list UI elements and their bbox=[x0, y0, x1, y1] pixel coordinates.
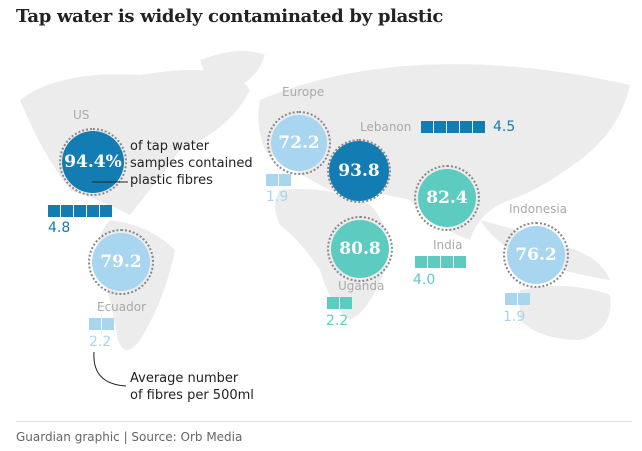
india-fibre-squares bbox=[415, 256, 466, 268]
europe-label: Europe bbox=[282, 85, 325, 99]
fibre-square bbox=[518, 293, 530, 305]
fibre-square bbox=[74, 205, 86, 217]
lebanon-label: Lebanon bbox=[360, 120, 412, 134]
fibres-note: Average number of fibres per 500ml bbox=[130, 370, 254, 404]
fibre-square bbox=[340, 297, 352, 309]
us-fibres-value: 4.8 bbox=[48, 220, 71, 236]
uganda-bubble: 80.8 bbox=[331, 220, 389, 278]
india-fibres-value: 4.0 bbox=[413, 272, 436, 288]
fibre-square bbox=[102, 318, 114, 330]
uganda-ring bbox=[327, 216, 393, 282]
fibre-square bbox=[279, 174, 291, 186]
indonesia-bubble: 76.2 bbox=[507, 226, 565, 284]
australia-shape bbox=[520, 286, 611, 340]
indonesia-label: Indonesia bbox=[509, 202, 568, 216]
greenland-shape bbox=[200, 51, 265, 90]
fibre-square bbox=[87, 205, 99, 217]
percent-note-line-3: plastic fibres bbox=[130, 173, 213, 188]
fibres-note-leader-line bbox=[93, 351, 127, 387]
uganda-fibre-squares bbox=[327, 297, 352, 309]
india-ring bbox=[414, 165, 480, 231]
fibre-square bbox=[434, 121, 446, 133]
fibre-square bbox=[473, 121, 485, 133]
fibre-square bbox=[428, 256, 440, 268]
fibre-square bbox=[454, 256, 466, 268]
fibre-square bbox=[327, 297, 339, 309]
lebanon-ring bbox=[327, 139, 391, 203]
indonesia-fibres-value: 1.9 bbox=[503, 309, 526, 325]
india-label: India bbox=[433, 238, 463, 252]
ecuador-ring bbox=[88, 229, 154, 295]
ecuador-fibres-value: 2.2 bbox=[89, 334, 112, 350]
lebanon-fibre-squares bbox=[421, 121, 485, 133]
us-label: US bbox=[73, 108, 90, 122]
fibre-square bbox=[100, 205, 112, 217]
uganda-label: Uganda bbox=[338, 279, 385, 293]
eurasia-shape bbox=[258, 64, 630, 241]
fibre-square bbox=[61, 205, 73, 217]
ecuador-label: Ecuador bbox=[97, 300, 147, 314]
fibre-square bbox=[441, 256, 453, 268]
us-bubble: 94.4% bbox=[62, 131, 124, 193]
lebanon-bubble: 93.8 bbox=[329, 141, 389, 201]
uganda-fibres-value: 2.2 bbox=[326, 313, 349, 329]
fibres-note-line-2: of fibres per 500ml bbox=[130, 388, 254, 403]
indonesia-fibre-squares bbox=[505, 293, 530, 305]
fibre-square bbox=[505, 293, 517, 305]
ecuador-bubble: 79.2 bbox=[92, 233, 150, 291]
fibre-square bbox=[415, 256, 427, 268]
europe-fibres-value: 1.9 bbox=[266, 189, 289, 205]
europe-fibre-squares bbox=[266, 174, 291, 186]
fibre-square bbox=[266, 174, 278, 186]
india-bubble: 82.4 bbox=[418, 169, 476, 227]
indonesia-ring bbox=[503, 222, 569, 288]
footer-source: Guardian graphic | Source: Orb Media bbox=[16, 430, 243, 444]
fibre-square bbox=[89, 318, 101, 330]
us-fibre-squares bbox=[48, 205, 112, 217]
percent-note: of tap water samples contained plastic f… bbox=[130, 138, 253, 189]
fibre-square bbox=[460, 121, 472, 133]
percent-note-leader-line bbox=[92, 181, 128, 183]
title: Tap water is widely contaminated by plas… bbox=[16, 6, 444, 27]
fibre-square bbox=[48, 205, 60, 217]
percent-note-line-1: of tap water bbox=[130, 139, 210, 154]
europe-ring bbox=[267, 111, 331, 175]
europe-bubble: 72.2 bbox=[271, 115, 327, 171]
percent-note-line-2: samples contained bbox=[130, 156, 253, 171]
footer-divider bbox=[16, 421, 632, 422]
us-ring bbox=[59, 128, 127, 196]
fibre-square bbox=[447, 121, 459, 133]
lebanon-fibres-value: 4.5 bbox=[493, 119, 516, 135]
fibres-note-line-1: Average number bbox=[130, 371, 239, 386]
fibre-square bbox=[421, 121, 433, 133]
ecuador-fibre-squares bbox=[89, 318, 114, 330]
